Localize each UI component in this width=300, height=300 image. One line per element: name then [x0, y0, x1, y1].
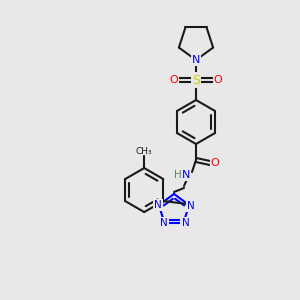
Text: S: S	[192, 74, 200, 86]
Text: O: O	[211, 158, 219, 168]
Text: N: N	[160, 218, 167, 228]
Text: O: O	[169, 75, 178, 85]
Text: N: N	[192, 55, 200, 65]
Text: N: N	[187, 201, 195, 211]
Text: O: O	[214, 75, 222, 85]
Text: N: N	[154, 200, 162, 210]
Text: N: N	[182, 218, 189, 228]
Text: CH₃: CH₃	[136, 147, 152, 156]
Text: H: H	[174, 170, 182, 180]
Text: N: N	[182, 170, 190, 180]
